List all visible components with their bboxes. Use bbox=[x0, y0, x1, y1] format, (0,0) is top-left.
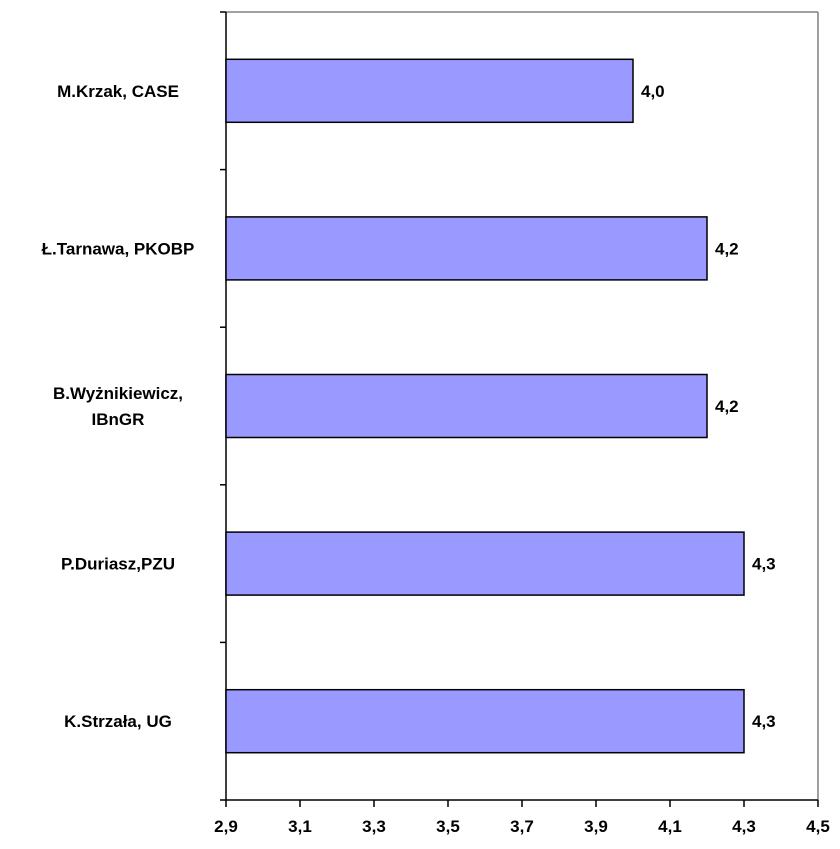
data-label: 4,3 bbox=[752, 555, 776, 574]
x-tick-label: 3,9 bbox=[584, 817, 608, 836]
data-label: 4,3 bbox=[752, 712, 776, 731]
category-label: K.Strzała, UG bbox=[64, 712, 172, 731]
x-tick-label: 3,7 bbox=[510, 817, 534, 836]
plot-area: 2,9 3,1 3,3 3,5 3,7 3,9 4,1 4,3 4,5 4,0 M.Krzak, C… bbox=[42, 11, 830, 836]
category-label: IBnGR bbox=[92, 410, 145, 429]
data-label: 4,0 bbox=[641, 82, 665, 101]
x-tick-label: 4,3 bbox=[732, 817, 756, 836]
category-label: Ł.Tarnawa, PKOBP bbox=[42, 239, 195, 258]
category-label: P.Duriasz,PZU bbox=[61, 555, 175, 574]
x-tick-label: 3,1 bbox=[288, 817, 312, 836]
x-tick-label: 3,5 bbox=[436, 817, 460, 836]
x-tick-label: 4,5 bbox=[806, 817, 830, 836]
x-tick-label: 4,1 bbox=[658, 817, 682, 836]
x-tick-label: 2,9 bbox=[214, 817, 238, 836]
bar[interactable] bbox=[225, 688, 745, 754]
bar[interactable] bbox=[225, 373, 708, 439]
data-label: 4,2 bbox=[715, 397, 739, 416]
bar[interactable] bbox=[225, 58, 634, 124]
bar[interactable] bbox=[225, 216, 708, 281]
bar[interactable] bbox=[225, 531, 745, 596]
x-tick-label: 3,3 bbox=[362, 817, 386, 836]
category-label: B.Wyżnikiewicz, bbox=[53, 384, 183, 403]
category-label: M.Krzak, CASE bbox=[57, 82, 179, 101]
data-label: 4,2 bbox=[715, 239, 739, 258]
